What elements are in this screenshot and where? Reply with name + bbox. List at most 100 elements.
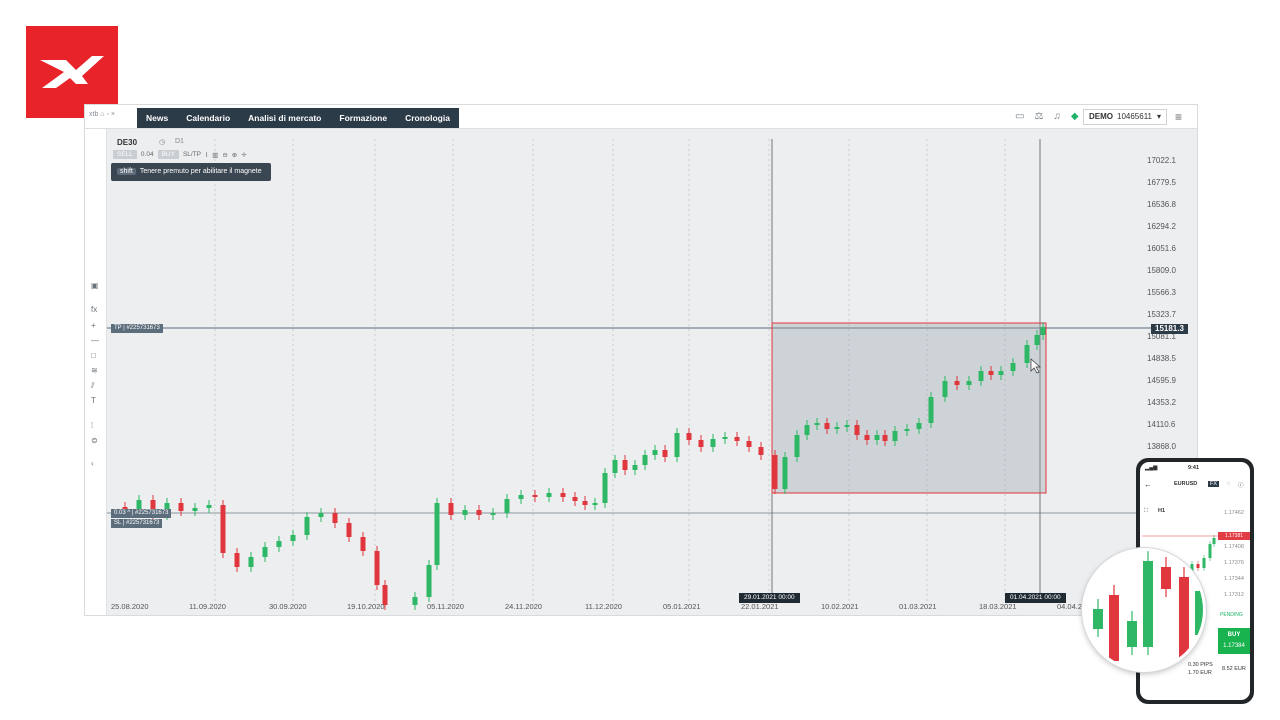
phone-candle-body — [1196, 564, 1200, 568]
window-controls[interactable]: xtb ⌂ ◦ × — [89, 111, 115, 118]
y-axis-label: 15809.0 — [1147, 266, 1176, 275]
candle-body — [794, 435, 800, 457]
sell-button[interactable]: SELL — [113, 150, 137, 159]
phone-symbol-tag: FX — [1208, 481, 1220, 487]
candle-body — [892, 431, 898, 441]
candle-body — [332, 513, 338, 523]
tab-formazione[interactable]: Formazione — [339, 113, 388, 123]
magnified-candle-body — [1161, 567, 1171, 589]
sl-order-tag[interactable]: SL | #225731673 — [111, 519, 163, 528]
candle-body — [674, 433, 680, 457]
phone-price-label: 1.17462 — [1224, 510, 1244, 516]
phone-buy-button[interactable]: BUY 1.17384 — [1218, 628, 1250, 654]
candle-body — [632, 465, 638, 470]
text-tool-icon[interactable]: T — [91, 396, 96, 405]
y-axis-label: 16051.6 — [1147, 244, 1176, 253]
info-icon[interactable]: ⓘ — [1238, 483, 1244, 489]
candle-body — [662, 450, 668, 457]
line-tool-icon[interactable]: — — [91, 336, 99, 345]
magnet-tool-icon[interactable]: ⁞ — [91, 421, 94, 430]
phone-candle-body — [1208, 544, 1212, 558]
candle-body — [746, 441, 752, 447]
diamond-icon[interactable]: ◆ — [1070, 111, 1079, 122]
back-arrow-icon[interactable]: ← — [1144, 480, 1152, 489]
fibonacci-tool-icon[interactable]: ≋ — [91, 366, 98, 375]
layout-icon[interactable]: ▭ — [1015, 111, 1025, 122]
current-price-label: 15181.3 — [1151, 324, 1188, 334]
candle-chart-icon[interactable]: ▥ — [212, 151, 219, 159]
x-axis-label: 19.10.2020 — [347, 602, 385, 611]
candle-body — [722, 437, 728, 439]
scale-icon[interactable]: ⚖ — [1034, 111, 1044, 122]
candle-body — [916, 423, 922, 429]
eraser-tool-icon[interactable]: ⊜ — [91, 436, 98, 445]
candle-body — [1034, 335, 1040, 345]
rectangle-tool-icon[interactable]: □ — [91, 351, 96, 360]
top-navigation-bar: xtb ⌂ ◦ × News Calendario Analisi di mer… — [85, 105, 1197, 129]
menu-icon[interactable]: ≡ — [1175, 110, 1183, 124]
candle-body — [612, 460, 618, 473]
candle-body — [758, 447, 764, 455]
x-axis-label: 11.12.2020 — [585, 602, 622, 611]
layout-tool-icon[interactable]: ▣ — [91, 281, 99, 290]
chart-timeframe[interactable]: D1 — [175, 138, 184, 145]
candle-body — [710, 439, 716, 447]
candle-body — [698, 440, 704, 447]
candle-body — [178, 503, 184, 511]
bell-icon[interactable]: ♫ — [1053, 111, 1061, 122]
x-axis-label: 04.04.2 — [1057, 602, 1083, 611]
zoom-out-icon[interactable]: ⊖ — [222, 151, 228, 159]
chart-symbol[interactable]: DE30 — [117, 138, 138, 147]
zoom-in-icon[interactable]: ⊕ — [231, 151, 238, 159]
x-axis-label: 05.01.2021 — [663, 602, 701, 611]
candle-body — [988, 371, 994, 375]
clock-icon[interactable]: ◷ — [159, 139, 166, 146]
account-number: 10465611 — [1117, 112, 1152, 121]
candle-body — [476, 510, 482, 515]
crosshair-tool-icon[interactable]: + — [91, 321, 96, 330]
tab-calendario[interactable]: Calendario — [186, 113, 231, 123]
magnified-candle-body — [1195, 591, 1203, 635]
candle-body — [136, 500, 142, 510]
phone-buy-label: BUY — [1227, 632, 1241, 638]
fullscreen-icon[interactable]: ⛶ — [1144, 508, 1148, 514]
candle-body — [220, 505, 226, 553]
y-axis-label: 15323.7 — [1147, 310, 1176, 319]
function-tool-icon[interactable]: fx — [91, 305, 98, 314]
tab-analisi-di-mercato[interactable]: Analisi di mercato — [248, 113, 322, 123]
candle-body — [854, 425, 860, 435]
account-selector[interactable]: DEMO 10465611 ▾ — [1083, 109, 1167, 125]
phone-current-price: 1.17381 — [1218, 532, 1250, 540]
line-chart-icon[interactable]: ⌇ — [205, 151, 209, 159]
range-rectangle — [771, 322, 1047, 494]
x-axis-label: 18.03.2021 — [979, 602, 1017, 611]
volume-input[interactable]: 0.04 — [140, 151, 154, 158]
entry-order-tag[interactable]: 0.03 ^ | #225731673 — [111, 509, 172, 518]
candle-body — [686, 433, 692, 440]
tab-cronologia[interactable]: Cronologia — [405, 113, 450, 123]
drawing-toolbar: ▣ fx + — □ ≋ ⫽ T ⁞ ⊜ ‹ — [85, 129, 107, 615]
phone-price-label: 1.17312 — [1224, 592, 1244, 598]
tab-news[interactable]: News — [146, 113, 169, 123]
buy-button[interactable]: BUY — [157, 150, 179, 159]
pitchfork-tool-icon[interactable]: ⫽ — [91, 381, 95, 390]
phone-timeframe[interactable]: H1 — [1158, 508, 1166, 514]
price-chart[interactable] — [85, 105, 1198, 616]
crosshair-icon[interactable]: ✛ — [241, 151, 247, 159]
sltp-button[interactable]: SL/TP — [182, 151, 201, 158]
candle-body — [998, 371, 1004, 375]
pending-label[interactable]: PENDING — [1220, 612, 1243, 618]
candle-body — [882, 435, 888, 441]
phone-candle-body — [1202, 558, 1206, 568]
candle-body — [122, 507, 128, 510]
y-axis-label: 13868.0 — [1147, 442, 1176, 451]
tooltip-key: shift — [117, 168, 136, 175]
tp-order-tag[interactable]: TP | #225731673 — [111, 324, 163, 333]
star-icon[interactable]: ☆ — [1226, 481, 1231, 487]
x-axis-label: 30.09.2020 — [269, 602, 307, 611]
signal-icon: ▂▄▆ — [1145, 465, 1158, 471]
candle-body — [382, 585, 388, 605]
chevron-down-icon: ▾ — [1156, 112, 1161, 121]
magnified-candle-body — [1127, 621, 1137, 647]
share-tool-icon[interactable]: ‹ — [91, 459, 94, 468]
